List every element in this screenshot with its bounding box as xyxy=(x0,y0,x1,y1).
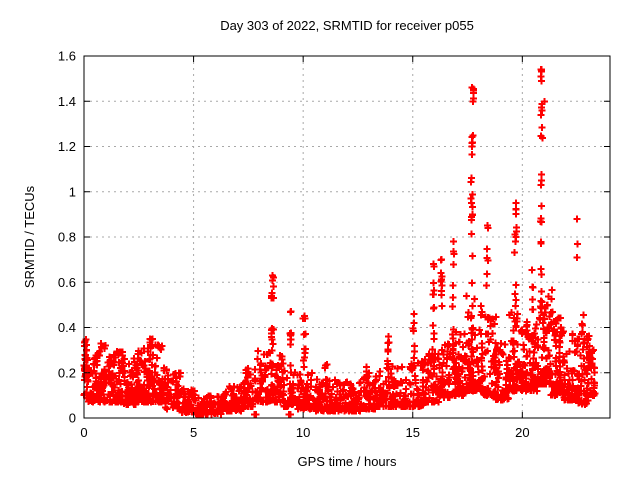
y-tick-label: 0.4 xyxy=(58,320,76,335)
y-tick-label: 1.2 xyxy=(58,139,76,154)
y-tick-label: 0 xyxy=(69,411,76,426)
y-tick-label: 1.6 xyxy=(58,49,76,64)
y-tick-label: 1.4 xyxy=(58,94,76,109)
x-tick-label: 20 xyxy=(515,425,529,440)
y-tick-label: 0.2 xyxy=(58,365,76,380)
x-tick-label: 15 xyxy=(406,425,420,440)
y-tick-label: 1 xyxy=(69,184,76,199)
y-tick-label: 0.6 xyxy=(58,275,76,290)
y-tick-label: 0.8 xyxy=(58,230,76,245)
x-tick-label: 5 xyxy=(190,425,197,440)
chart-title: Day 303 of 2022, SRMTID for receiver p05… xyxy=(220,18,474,33)
x-tick-label: 10 xyxy=(296,425,310,440)
grid-lines xyxy=(84,56,610,418)
x-axis-label: GPS time / hours xyxy=(297,454,397,469)
data-points xyxy=(80,66,599,418)
x-tick-label: 0 xyxy=(80,425,87,440)
tick-marks xyxy=(83,55,610,419)
